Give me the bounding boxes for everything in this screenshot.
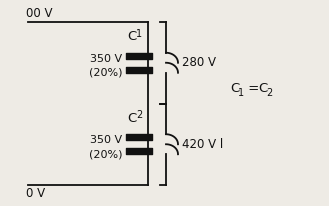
Text: 350 V: 350 V [90, 54, 122, 64]
Text: 2: 2 [136, 110, 142, 120]
Text: 2: 2 [266, 88, 272, 97]
Text: C: C [230, 82, 239, 95]
Text: =: = [244, 82, 264, 95]
Text: C: C [258, 82, 267, 95]
Text: C: C [127, 30, 137, 43]
Text: 0 V: 0 V [26, 187, 45, 200]
Text: 420 V l: 420 V l [182, 138, 223, 151]
Text: 350 V: 350 V [90, 135, 122, 145]
Text: 1: 1 [238, 88, 244, 97]
Text: (20%): (20%) [89, 68, 122, 78]
Text: 1: 1 [136, 29, 142, 39]
Text: C: C [127, 112, 137, 125]
Text: 280 V: 280 V [182, 56, 216, 69]
Text: 00 V: 00 V [26, 7, 53, 20]
Text: (20%): (20%) [89, 149, 122, 159]
